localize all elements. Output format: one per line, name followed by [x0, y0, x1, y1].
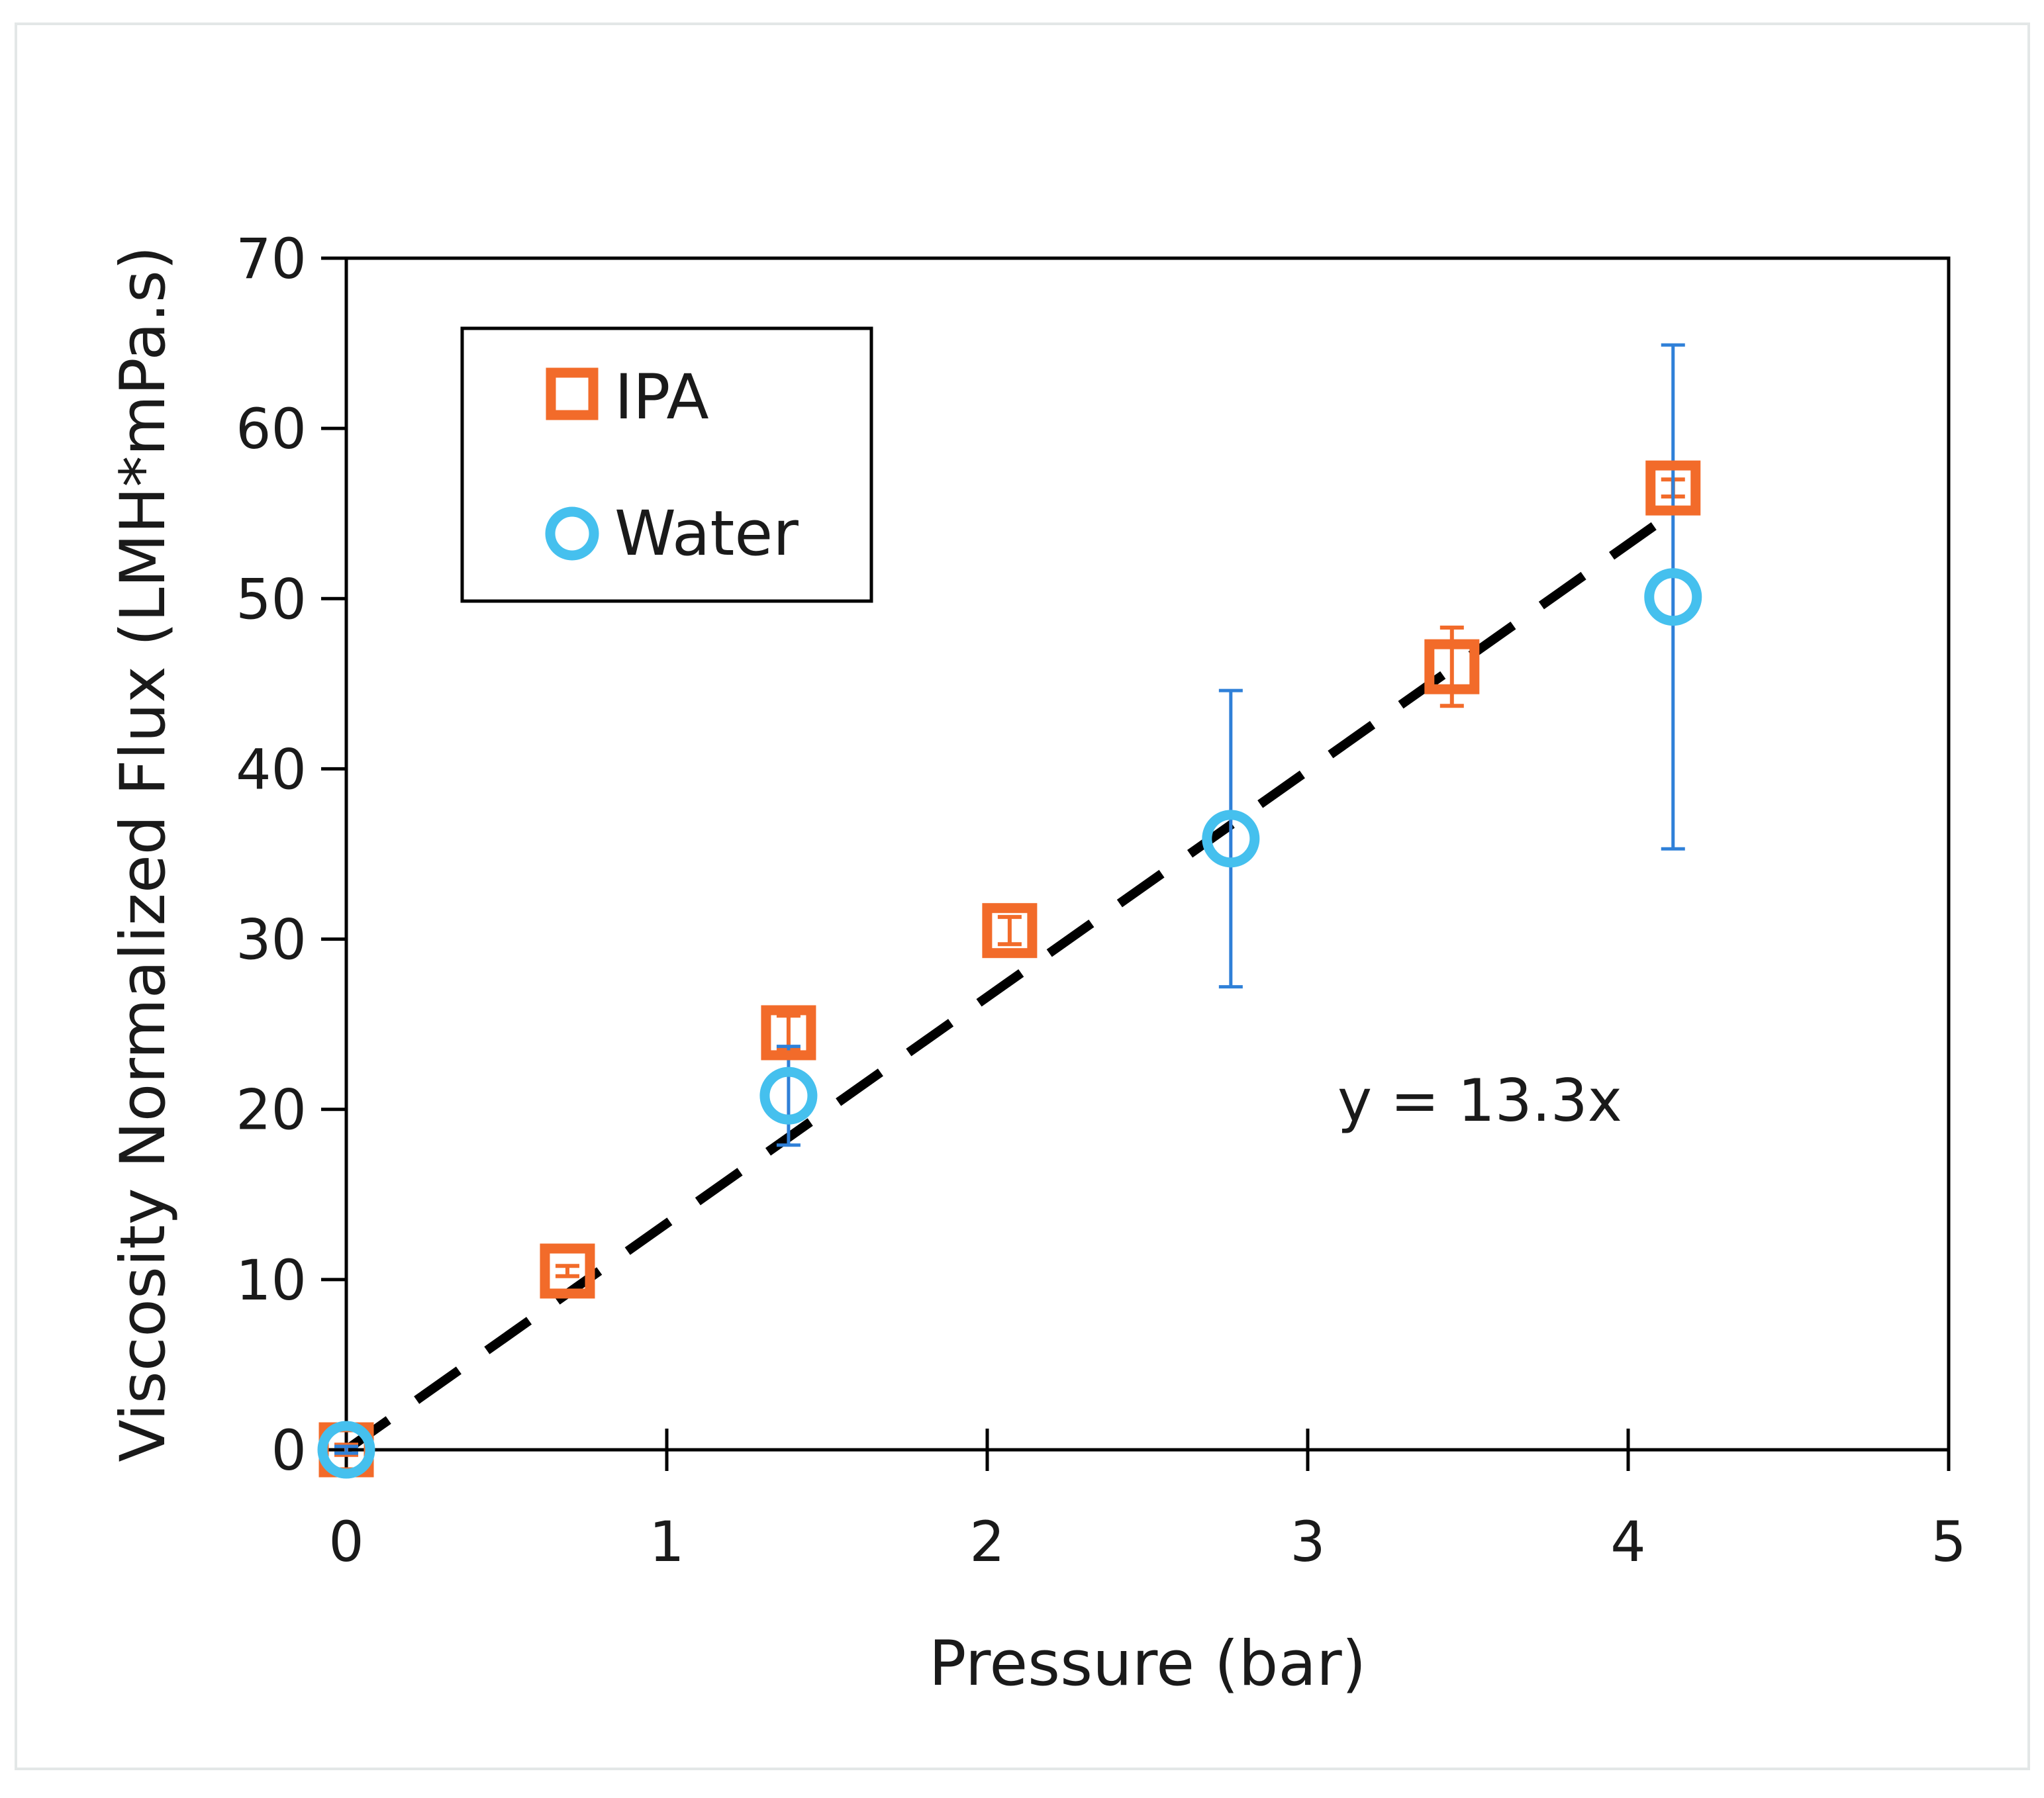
data-point-ipa: [982, 903, 1038, 959]
x-tick-label: 1: [649, 1509, 684, 1574]
legend-ipa-label: IPA: [614, 361, 709, 434]
y-axis-ticks: 0 10 20 30 40 50 60 70: [236, 226, 346, 1483]
trendline-equation: y = 13.3x: [1338, 1066, 1622, 1135]
data-point-water: [759, 1066, 818, 1125]
y-tick-label: 60: [236, 397, 307, 461]
legend-box: [460, 326, 873, 603]
y-tick-label: 20: [236, 1078, 307, 1143]
plot-area: [344, 256, 1951, 1452]
legend: IPA Water: [460, 326, 873, 603]
data-point-ipa: [1645, 460, 1701, 516]
y-tick-label: 30: [236, 908, 307, 972]
y-tick-label: 40: [236, 737, 307, 802]
x-tick-label: 2: [969, 1509, 1004, 1574]
legend-water-marker: [545, 506, 599, 561]
data-point-water: [1202, 810, 1260, 868]
data-point-water: [317, 1421, 375, 1479]
data-point-ipa: [761, 1005, 816, 1061]
legend-ipa-marker: [546, 367, 599, 420]
data-point-ipa: [1424, 639, 1480, 694]
data-point-ipa: [540, 1243, 595, 1299]
legend-water-label: Water: [614, 498, 799, 570]
y-tick-label: 70: [236, 226, 307, 291]
x-tick-label: 4: [1610, 1509, 1645, 1574]
markers-layer: [317, 460, 1702, 1479]
y-tick-label: 50: [236, 567, 307, 632]
x-axis-ticks: 0 1 2 3 4 5: [328, 1429, 1967, 1574]
x-tick-label: 3: [1290, 1509, 1325, 1574]
y-axis-title: Viscosity Normalized Flux (LMH*mPa.s): [107, 246, 179, 1462]
y-tick-label: 0: [271, 1418, 307, 1483]
x-axis-title: Pressure (bar): [929, 1628, 1367, 1700]
data-point-water: [1644, 568, 1702, 626]
y-tick-label: 10: [236, 1248, 307, 1313]
figure-frame: [15, 23, 2030, 1770]
x-tick-label: 0: [328, 1509, 364, 1574]
x-tick-label: 5: [1931, 1509, 1966, 1574]
